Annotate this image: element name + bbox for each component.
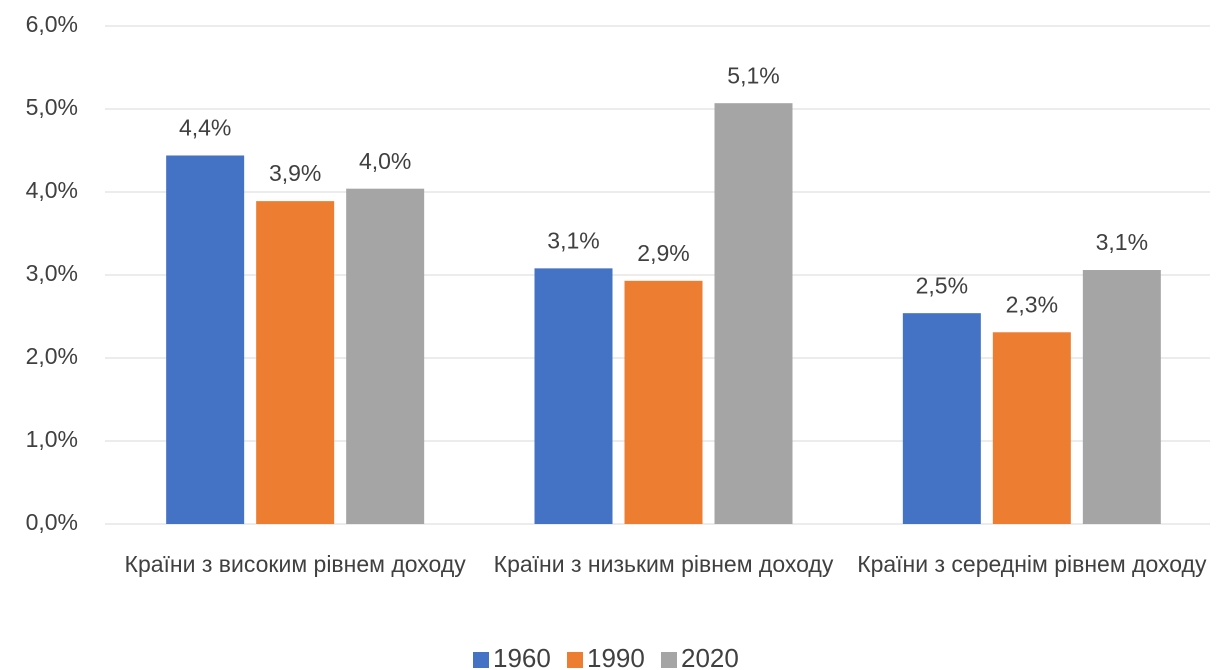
legend-swatch xyxy=(567,652,583,668)
data-label: 4,0% xyxy=(359,148,411,174)
bar xyxy=(166,155,245,525)
bar xyxy=(1082,270,1161,524)
legend-label: 1990 xyxy=(587,643,645,670)
bar xyxy=(902,313,981,524)
data-label: 2,5% xyxy=(916,272,968,298)
legend-label: 1960 xyxy=(493,643,551,670)
y-tick-label: 3,0% xyxy=(26,260,78,286)
bar xyxy=(534,268,613,524)
y-tick-label: 5,0% xyxy=(26,94,78,120)
y-tick-label: 1,0% xyxy=(26,426,78,452)
bar xyxy=(624,280,703,524)
legend-swatch xyxy=(473,652,489,668)
data-label: 4,4% xyxy=(179,115,231,141)
x-tick-label: Країни з високим рівнем доходу xyxy=(124,551,466,577)
y-tick-label: 2,0% xyxy=(26,343,78,369)
data-label: 3,1% xyxy=(1096,229,1148,255)
legend-swatch xyxy=(661,652,677,668)
y-tick-label: 4,0% xyxy=(26,177,78,203)
bar xyxy=(256,201,335,524)
legend-label: 2020 xyxy=(681,643,739,670)
bar xyxy=(346,188,425,524)
data-label: 3,9% xyxy=(269,160,321,186)
bar xyxy=(992,332,1071,524)
data-label: 2,3% xyxy=(1006,291,1058,317)
data-label: 5,1% xyxy=(727,62,779,88)
y-tick-label: 6,0% xyxy=(26,11,78,37)
y-tick-label: 0,0% xyxy=(26,509,78,535)
x-tick-label: Країни з низьким рівнем доходу xyxy=(493,551,834,577)
data-label: 2,9% xyxy=(637,240,689,266)
bar xyxy=(714,103,793,524)
x-tick-label: Країни з середнім рівнем доходу xyxy=(857,551,1207,577)
data-label: 3,1% xyxy=(547,227,599,253)
